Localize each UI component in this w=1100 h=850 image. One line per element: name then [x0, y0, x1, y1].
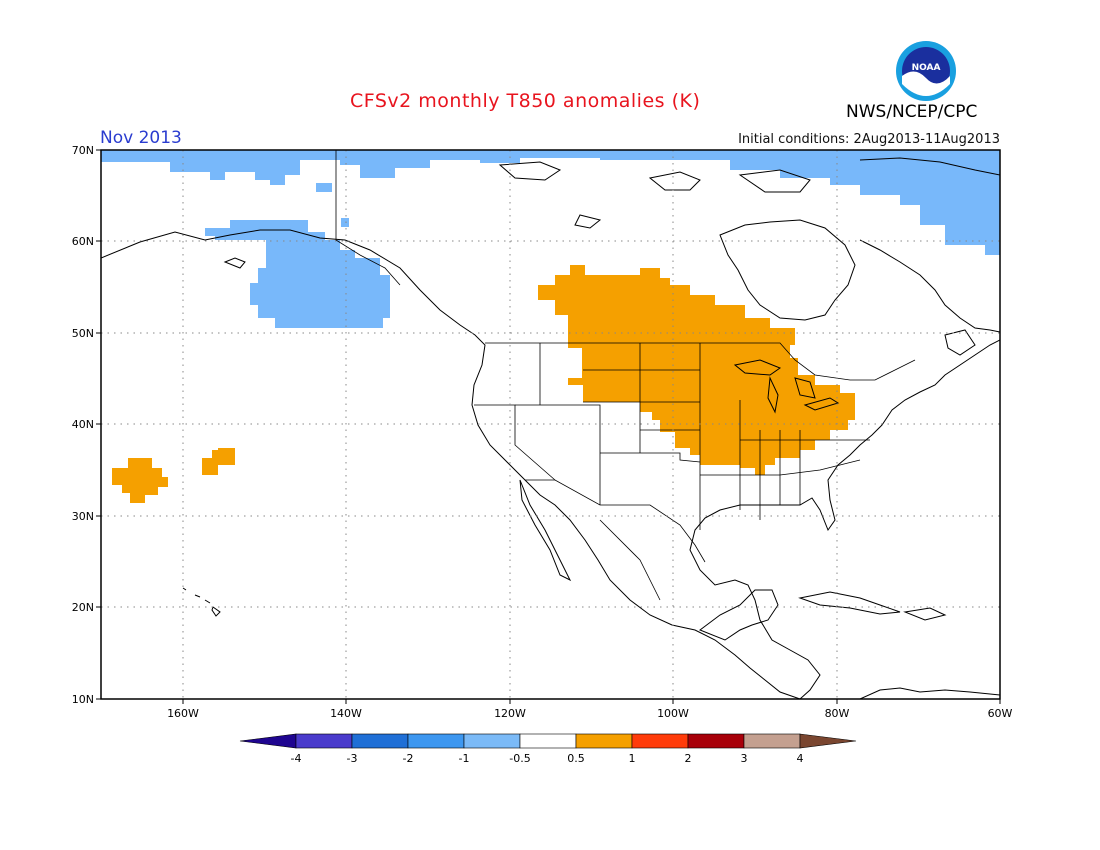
- great-lakes-michigan: [767, 376, 779, 414]
- colorbar-swatch: [239, 733, 297, 749]
- political-boundaries: [335, 150, 916, 601]
- logo-text: NOAA: [912, 63, 941, 73]
- initial-conditions-label: Initial conditions: 2Aug2013-11Aug2013: [738, 132, 1000, 147]
- cuba-outline: [798, 591, 901, 615]
- colorbar-swatch: [799, 733, 857, 749]
- great-lakes-erie: [803, 397, 840, 411]
- labrador-outline: [859, 239, 1000, 333]
- state-line-1: [474, 404, 556, 481]
- lon-label: 120W: [494, 707, 526, 720]
- alaska-canada-border: [335, 150, 401, 286]
- colorbar-label: -1: [459, 752, 470, 765]
- colorbar-swatch: [631, 733, 689, 749]
- lat-label: 50N: [72, 327, 94, 340]
- arctic-island-2: [648, 171, 701, 191]
- colorbar-label: 4: [797, 752, 804, 765]
- longitude-labels: 160W 140W 120W 100W 80W 60W: [167, 707, 1012, 720]
- baja-outline: [519, 479, 572, 582]
- arctic-island-4: [738, 169, 811, 193]
- pacific-positive-anomaly-small: [202, 448, 235, 475]
- lat-label: 20N: [72, 601, 94, 614]
- negative-anomaly-areas: [101, 150, 1000, 328]
- us-canada-border: [485, 342, 916, 381]
- colorbar-label: 0.5: [567, 752, 585, 765]
- aleutian-islands: [223, 257, 246, 269]
- central-america-outline: [859, 687, 1000, 699]
- chart-title: CFSv2 monthly T850 anomalies (K): [350, 90, 701, 112]
- colorbar: -4 -3 -2 -1 -0.5 0.5 1 2 3 4: [239, 733, 857, 765]
- yucatan-outline: [698, 589, 779, 641]
- colorbar-swatch: [575, 733, 633, 749]
- colorbar-swatch: [687, 733, 745, 749]
- west-coast-outline: [101, 229, 801, 699]
- state-line-2: [515, 404, 601, 505]
- colorbar-swatch: [463, 733, 521, 749]
- colorbar-label: 1: [629, 752, 636, 765]
- hispaniola-outline: [903, 607, 947, 621]
- hudson-bay-outline: [719, 219, 856, 321]
- colorbar-label: -3: [347, 752, 358, 765]
- newfoundland-outline: [944, 329, 976, 356]
- pacific-positive-anomaly: [112, 458, 168, 503]
- noaa-logo-icon: NOAA: [896, 41, 956, 101]
- agency-label: NWS/NCEP/CPC: [846, 102, 978, 122]
- lon-label: 80W: [825, 707, 850, 720]
- lat-label: 70N: [72, 144, 94, 157]
- grid-lines: [101, 150, 1000, 699]
- great-lakes-superior: [733, 359, 782, 376]
- arctic-island-1: [574, 214, 602, 229]
- colorbar-swatch: [519, 733, 577, 749]
- lat-label: 10N: [72, 693, 94, 706]
- lon-label: 100W: [657, 707, 689, 720]
- lat-label: 30N: [72, 510, 94, 523]
- lat-label: 40N: [72, 418, 94, 431]
- hawaii-islands: [182, 587, 221, 617]
- tick-marks: [96, 149, 1001, 704]
- colorbar-swatch: [295, 733, 353, 749]
- arctic-island-3: [498, 161, 562, 181]
- great-lakes-huron: [794, 377, 816, 399]
- greenland-outline: [859, 157, 1000, 176]
- small-negative-anomaly: [341, 218, 349, 227]
- month-label: Nov 2013: [100, 128, 182, 148]
- colorbar-swatch: [407, 733, 465, 749]
- lon-label: 160W: [167, 707, 199, 720]
- gulf-coast-outline: [689, 339, 1000, 699]
- colorbar-label: -2: [403, 752, 414, 765]
- colorbar-swatch: [743, 733, 801, 749]
- colorbar-label: 2: [685, 752, 692, 765]
- arctic-negative-anomaly: [101, 150, 1000, 255]
- bering-strait-negative-anomaly: [205, 220, 390, 328]
- latitude-labels: 70N 60N 50N 40N 30N 20N 10N: [72, 144, 94, 706]
- mexico-state-line: [599, 519, 661, 601]
- colorbar-label: 3: [741, 752, 748, 765]
- colorbar-label: -4: [291, 752, 302, 765]
- map-plot-area: [101, 150, 1000, 699]
- colorbar-label: -0.5: [509, 752, 530, 765]
- colorbar-swatch: [351, 733, 409, 749]
- lat-label: 60N: [72, 235, 94, 248]
- lon-label: 140W: [330, 707, 362, 720]
- lon-label: 60W: [988, 707, 1013, 720]
- coastlines: [101, 157, 1000, 699]
